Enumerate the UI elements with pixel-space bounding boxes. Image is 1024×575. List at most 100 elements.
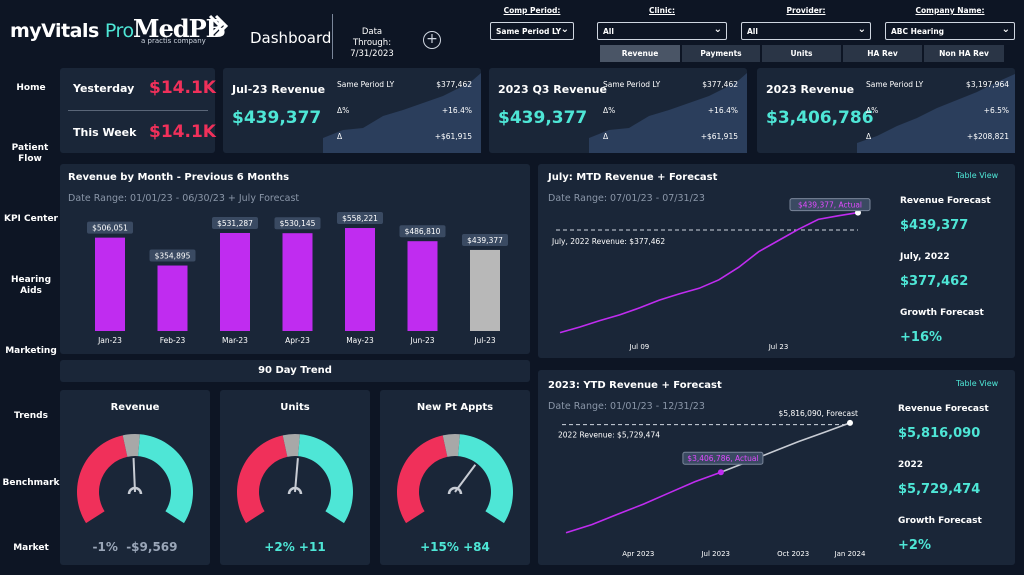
same-period-label: Same Period LY (603, 80, 661, 89)
yesterday-value: $14.1K (149, 78, 216, 98)
delta-label: Δ (603, 132, 609, 141)
side-value: $5,729,474 (898, 482, 981, 497)
kpi-yesterday-week: Yesterday $14.1K This Week $14.1K (60, 68, 216, 153)
data-through: Data Through: 7/31/2023 (350, 27, 394, 59)
gauge-hub (447, 486, 463, 495)
myvitals-logo: myVitals Pro (10, 20, 134, 42)
pct-value: +6.5% (983, 106, 1009, 115)
sidebar-item-kpi-center[interactable]: KPI Center (3, 214, 58, 224)
data-label: $506,051 (92, 224, 128, 233)
x-tick-label: Jun-23 (410, 336, 435, 345)
forecast-line (720, 422, 851, 473)
gauge-needle (294, 458, 299, 493)
bar (470, 249, 500, 331)
revenue-by-month-card: Revenue by Month - Previous 6 Months Dat… (60, 164, 530, 354)
gauge-teal-arc (458, 434, 513, 524)
ytd-line-chart: 2022 Revenue: $5,729,474 $3,406,786, Actu… (558, 409, 866, 558)
filter-label-provider: Provider: (786, 6, 826, 15)
tab-non-ha-rev[interactable]: Non HA Rev (924, 45, 1004, 62)
company-select[interactable]: ABC Hearing ⌄ (885, 22, 1015, 40)
sidebar-item-benchmark[interactable]: Benchmark (2, 478, 60, 488)
kpi-title: 2023 Revenue (766, 83, 855, 96)
actual-point (717, 469, 724, 476)
header-divider (332, 14, 333, 59)
gauge-card-new-pt-appts: New Pt Appts +15% +84 (380, 390, 530, 565)
actual-label: $439,377, Actual (798, 201, 862, 210)
kpi-value: $3,406,786 (766, 108, 874, 128)
table-view-link[interactable]: Table View (956, 379, 999, 388)
data-label: $439,377 (467, 236, 503, 245)
bar (157, 265, 188, 331)
comp-period-select[interactable]: Same Period LY ⌄ (490, 22, 574, 40)
data-label: $531,287 (217, 219, 253, 228)
gauge-target-arc (282, 434, 300, 457)
tab-ha-rev[interactable]: HA Rev (843, 45, 922, 62)
card-title: July: MTD Revenue + Forecast (548, 172, 718, 183)
sidebar-item-marketing[interactable]: Marketing (5, 346, 57, 356)
filter-label-clinic: Clinic: (648, 6, 675, 15)
pct-label: Δ% (603, 106, 616, 115)
chevron-down-icon: ⌄ (713, 24, 722, 35)
pct-label: Δ% (337, 106, 350, 115)
table-view-link[interactable]: Table View (956, 171, 999, 180)
page-title: Dashboard (250, 29, 332, 47)
side-label: Growth Forecast (898, 516, 982, 526)
add-icon[interactable]: + (423, 31, 441, 49)
data-label-bg (399, 225, 446, 238)
tab-payments[interactable]: Payments (682, 45, 760, 62)
x-tick-label: Jul 09 (629, 343, 650, 351)
provider-select[interactable]: All ⌄ (741, 22, 871, 40)
gauge-value: +2% +11 (264, 540, 326, 554)
same-period-value: $377,462 (436, 80, 472, 89)
gauge-value: +15% +84 (420, 540, 490, 554)
x-tick-label: May-23 (346, 336, 374, 345)
sidebar-item-home[interactable]: Home (16, 83, 46, 93)
x-tick-label: Jan-23 (97, 336, 122, 345)
gauge-hub (127, 486, 143, 495)
sidebar-item-hearing-aids[interactable]: Hearing Aids (10, 275, 52, 296)
kpi-card-2023-revenue: 2023 Revenue $3,406,786 Same Period LY $… (757, 68, 1015, 153)
clinic-select[interactable]: All ⌄ (597, 22, 727, 40)
delta-label: Δ (337, 132, 343, 141)
ytd-forecast-card: 2023: YTD Revenue + Forecast Date Range:… (538, 370, 1015, 565)
x-tick-label: Jul 2023 (700, 550, 730, 558)
actual-line (565, 471, 722, 534)
gauge-red-arc (77, 435, 128, 524)
tab-units[interactable]: Units (762, 45, 841, 62)
x-tick-label: Mar-23 (222, 336, 248, 345)
sidebar-item-trends[interactable]: Trends (14, 411, 48, 421)
chevron-down-icon: ⌄ (560, 24, 569, 35)
gauge-teal-arc (298, 434, 353, 524)
bar (95, 237, 125, 331)
medpb-tagline: a practis company (141, 37, 206, 45)
bar (407, 241, 438, 331)
data-label-bg (87, 221, 133, 234)
week-label: This Week (73, 126, 137, 139)
side-label: Revenue Forecast (900, 196, 991, 206)
actual-label-bg (682, 451, 764, 465)
trend-header: 90 Day Trend (60, 360, 530, 382)
sidebar-item-market[interactable]: Market (13, 543, 49, 553)
side-value: $377,462 (900, 274, 969, 289)
x-tick-label: Apr-23 (285, 336, 310, 345)
gauge-hub (287, 486, 303, 495)
side-value: +2% (898, 538, 931, 553)
gauge-target-arc (442, 434, 460, 457)
data-label-bg (274, 217, 321, 230)
forecast-point (847, 419, 853, 426)
sparkline-area (323, 73, 481, 153)
gauge-target-arc (122, 434, 140, 457)
gauge-value: -1% -$9,569 (92, 540, 178, 554)
gauge-card-units: Units +2% +11 (220, 390, 370, 565)
tab-revenue[interactable]: Revenue (600, 45, 680, 62)
trend-title: 90 Day Trend (258, 365, 332, 376)
forecast-label: $5,816,090, Forecast (779, 409, 859, 418)
side-label: Revenue Forecast (898, 404, 989, 414)
pct-value: +16.4% (707, 106, 738, 115)
revenue-bar-chart: $506,051 Jan-23 $354,895 Feb-23 $531,287 Mar-… (87, 212, 508, 345)
same-period-value: $377,462 (702, 80, 738, 89)
side-label: 2022 (898, 460, 924, 470)
kpi-title: 2023 Q3 Revenue (498, 83, 607, 96)
sidebar-item-patient-flow[interactable]: Patient Flow (11, 143, 49, 164)
